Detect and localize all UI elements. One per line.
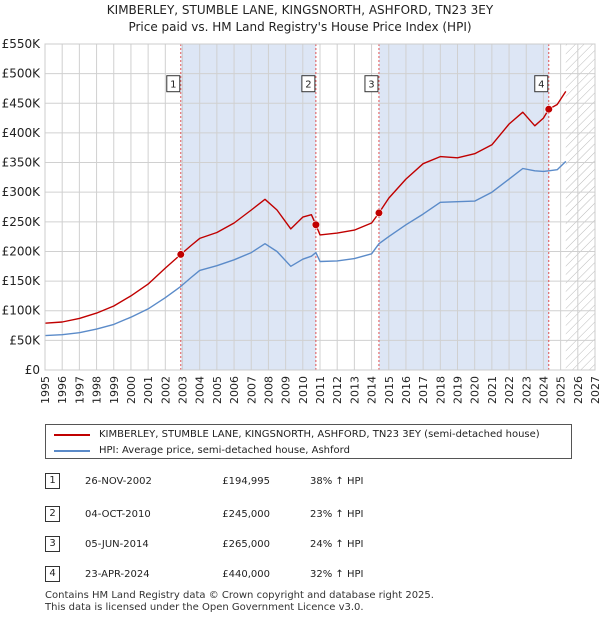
x-tick-label: 2001 bbox=[142, 376, 155, 404]
sale-label-box bbox=[364, 75, 379, 93]
x-tick-label: 2026 bbox=[572, 376, 585, 404]
sale-label-number: 2 bbox=[305, 80, 311, 91]
sale-label-number: 3 bbox=[368, 80, 374, 91]
y-tick-label: £300K bbox=[2, 185, 42, 199]
x-tick-label: 2005 bbox=[211, 376, 224, 404]
x-tick-label: 2010 bbox=[297, 376, 310, 404]
row-hpi: 24% ↑ HPI bbox=[310, 539, 364, 550]
chart-legend: KIMBERLEY, STUMBLE LANE, KINGSNORTH, ASH… bbox=[45, 424, 572, 459]
plot-frame bbox=[44, 43, 596, 371]
x-tick-label: 2023 bbox=[520, 376, 533, 404]
chart-title-line2: Price paid vs. HM Land Registry's House … bbox=[128, 20, 472, 34]
x-tick-label: 2003 bbox=[177, 376, 190, 404]
x-tick-label: 2002 bbox=[159, 376, 172, 404]
x-tick-label: 2013 bbox=[348, 376, 361, 404]
x-tick-label: 2017 bbox=[417, 376, 430, 404]
row-date: 26-NOV-2002 bbox=[85, 476, 152, 487]
y-tick-label: £150K bbox=[2, 274, 42, 288]
x-tick-label: 2009 bbox=[280, 376, 293, 404]
sale-point bbox=[374, 208, 384, 218]
x-tick-label: 2011 bbox=[314, 376, 327, 404]
row-price: £440,000 bbox=[222, 569, 270, 580]
x-tick-label: 2022 bbox=[503, 376, 516, 404]
x-tick-label: 2027 bbox=[589, 376, 600, 404]
x-tick-label: 2018 bbox=[434, 376, 447, 404]
row-number-badge: 3 bbox=[45, 536, 60, 552]
row-price: £245,000 bbox=[222, 509, 270, 520]
y-tick-label: £0 bbox=[25, 363, 40, 377]
x-tick-label: 2021 bbox=[486, 376, 499, 404]
row-number-badge: 4 bbox=[45, 566, 60, 582]
x-tick-label: 1995 bbox=[39, 376, 52, 404]
x-tick-label: 2004 bbox=[194, 376, 207, 404]
sale-label-box bbox=[166, 75, 181, 93]
hpi-line bbox=[44, 160, 567, 337]
x-tick-label: 2012 bbox=[331, 376, 344, 404]
footer-line1: Contains HM Land Registry data © Crown c… bbox=[45, 590, 434, 601]
x-tick-label: 2016 bbox=[400, 376, 413, 404]
x-tick-label: 1997 bbox=[73, 376, 86, 404]
price-chart: £0 £50K £100K £150K £200K £250K £300K £350K £400… bbox=[2, 37, 600, 404]
legend-swatch-property bbox=[54, 434, 90, 436]
x-tick-label: 2015 bbox=[383, 376, 396, 404]
shaded-period bbox=[180, 44, 316, 370]
x-tick-label: 2019 bbox=[452, 376, 465, 404]
row-hpi: 23% ↑ HPI bbox=[310, 509, 364, 520]
x-tick-label: 2008 bbox=[262, 376, 275, 404]
y-tick-label: £200K bbox=[2, 244, 42, 258]
shaded-period bbox=[378, 44, 549, 370]
x-tick-label: 1999 bbox=[108, 376, 121, 404]
x-tick-label: 2025 bbox=[555, 376, 568, 404]
row-date: 23-APR-2024 bbox=[85, 569, 150, 580]
row-price: £194,995 bbox=[222, 476, 270, 487]
sale-point bbox=[176, 250, 185, 259]
row-hpi: 32% ↑ HPI bbox=[310, 569, 364, 580]
row-date: 04-OCT-2010 bbox=[85, 509, 151, 520]
footer-line2: This data is licensed under the Open Gov… bbox=[45, 602, 364, 613]
row-number-badge: 1 bbox=[45, 473, 60, 489]
future-hatch bbox=[565, 44, 595, 370]
y-tick-label: £400K bbox=[2, 126, 42, 140]
row-number-badge: 2 bbox=[45, 506, 60, 522]
chart-title-line1: KIMBERLEY, STUMBLE LANE, KINGSNORTH, ASH… bbox=[106, 3, 494, 17]
x-tick-label: 2006 bbox=[228, 376, 241, 404]
row-hpi: 38% ↑ HPI bbox=[310, 476, 364, 487]
y-tick-label: £500K bbox=[2, 67, 42, 81]
sale-label-box bbox=[301, 75, 316, 93]
x-tick-label: 2007 bbox=[245, 376, 258, 404]
sale-point bbox=[544, 105, 553, 114]
sale-label-number: 4 bbox=[538, 80, 544, 91]
y-tick-label: £550K bbox=[2, 37, 42, 51]
x-tick-label: 2014 bbox=[366, 376, 379, 404]
y-tick-label: £100K bbox=[2, 304, 42, 318]
row-price: £265,000 bbox=[222, 539, 270, 550]
y-tick-label: £350K bbox=[2, 156, 42, 170]
y-tick-label: £50K bbox=[9, 333, 41, 347]
x-tick-label: 2020 bbox=[469, 376, 482, 404]
legend-label-property: KIMBERLEY, STUMBLE LANE, KINGSNORTH, ASH… bbox=[99, 429, 540, 440]
footer-attribution: Contains HM Land Registry data © Crown c… bbox=[45, 590, 434, 614]
x-tick-label: 2024 bbox=[537, 376, 550, 404]
sale-label-box bbox=[534, 75, 549, 93]
x-tick-label: 1996 bbox=[56, 376, 69, 404]
sale-point bbox=[311, 220, 320, 229]
y-tick-label: £250K bbox=[2, 215, 42, 229]
sale-label-number: 1 bbox=[170, 80, 176, 91]
chart-title: KIMBERLEY, STUMBLE LANE, KINGSNORTH, ASH… bbox=[0, 2, 600, 36]
legend-label-hpi: HPI: Average price, semi-detached house,… bbox=[99, 445, 350, 456]
x-tick-label: 1998 bbox=[91, 376, 104, 404]
x-tick-label: 2000 bbox=[125, 376, 138, 404]
legend-swatch-hpi bbox=[54, 450, 90, 452]
y-tick-label: £450K bbox=[2, 96, 42, 110]
row-date: 05-JUN-2014 bbox=[85, 539, 149, 550]
